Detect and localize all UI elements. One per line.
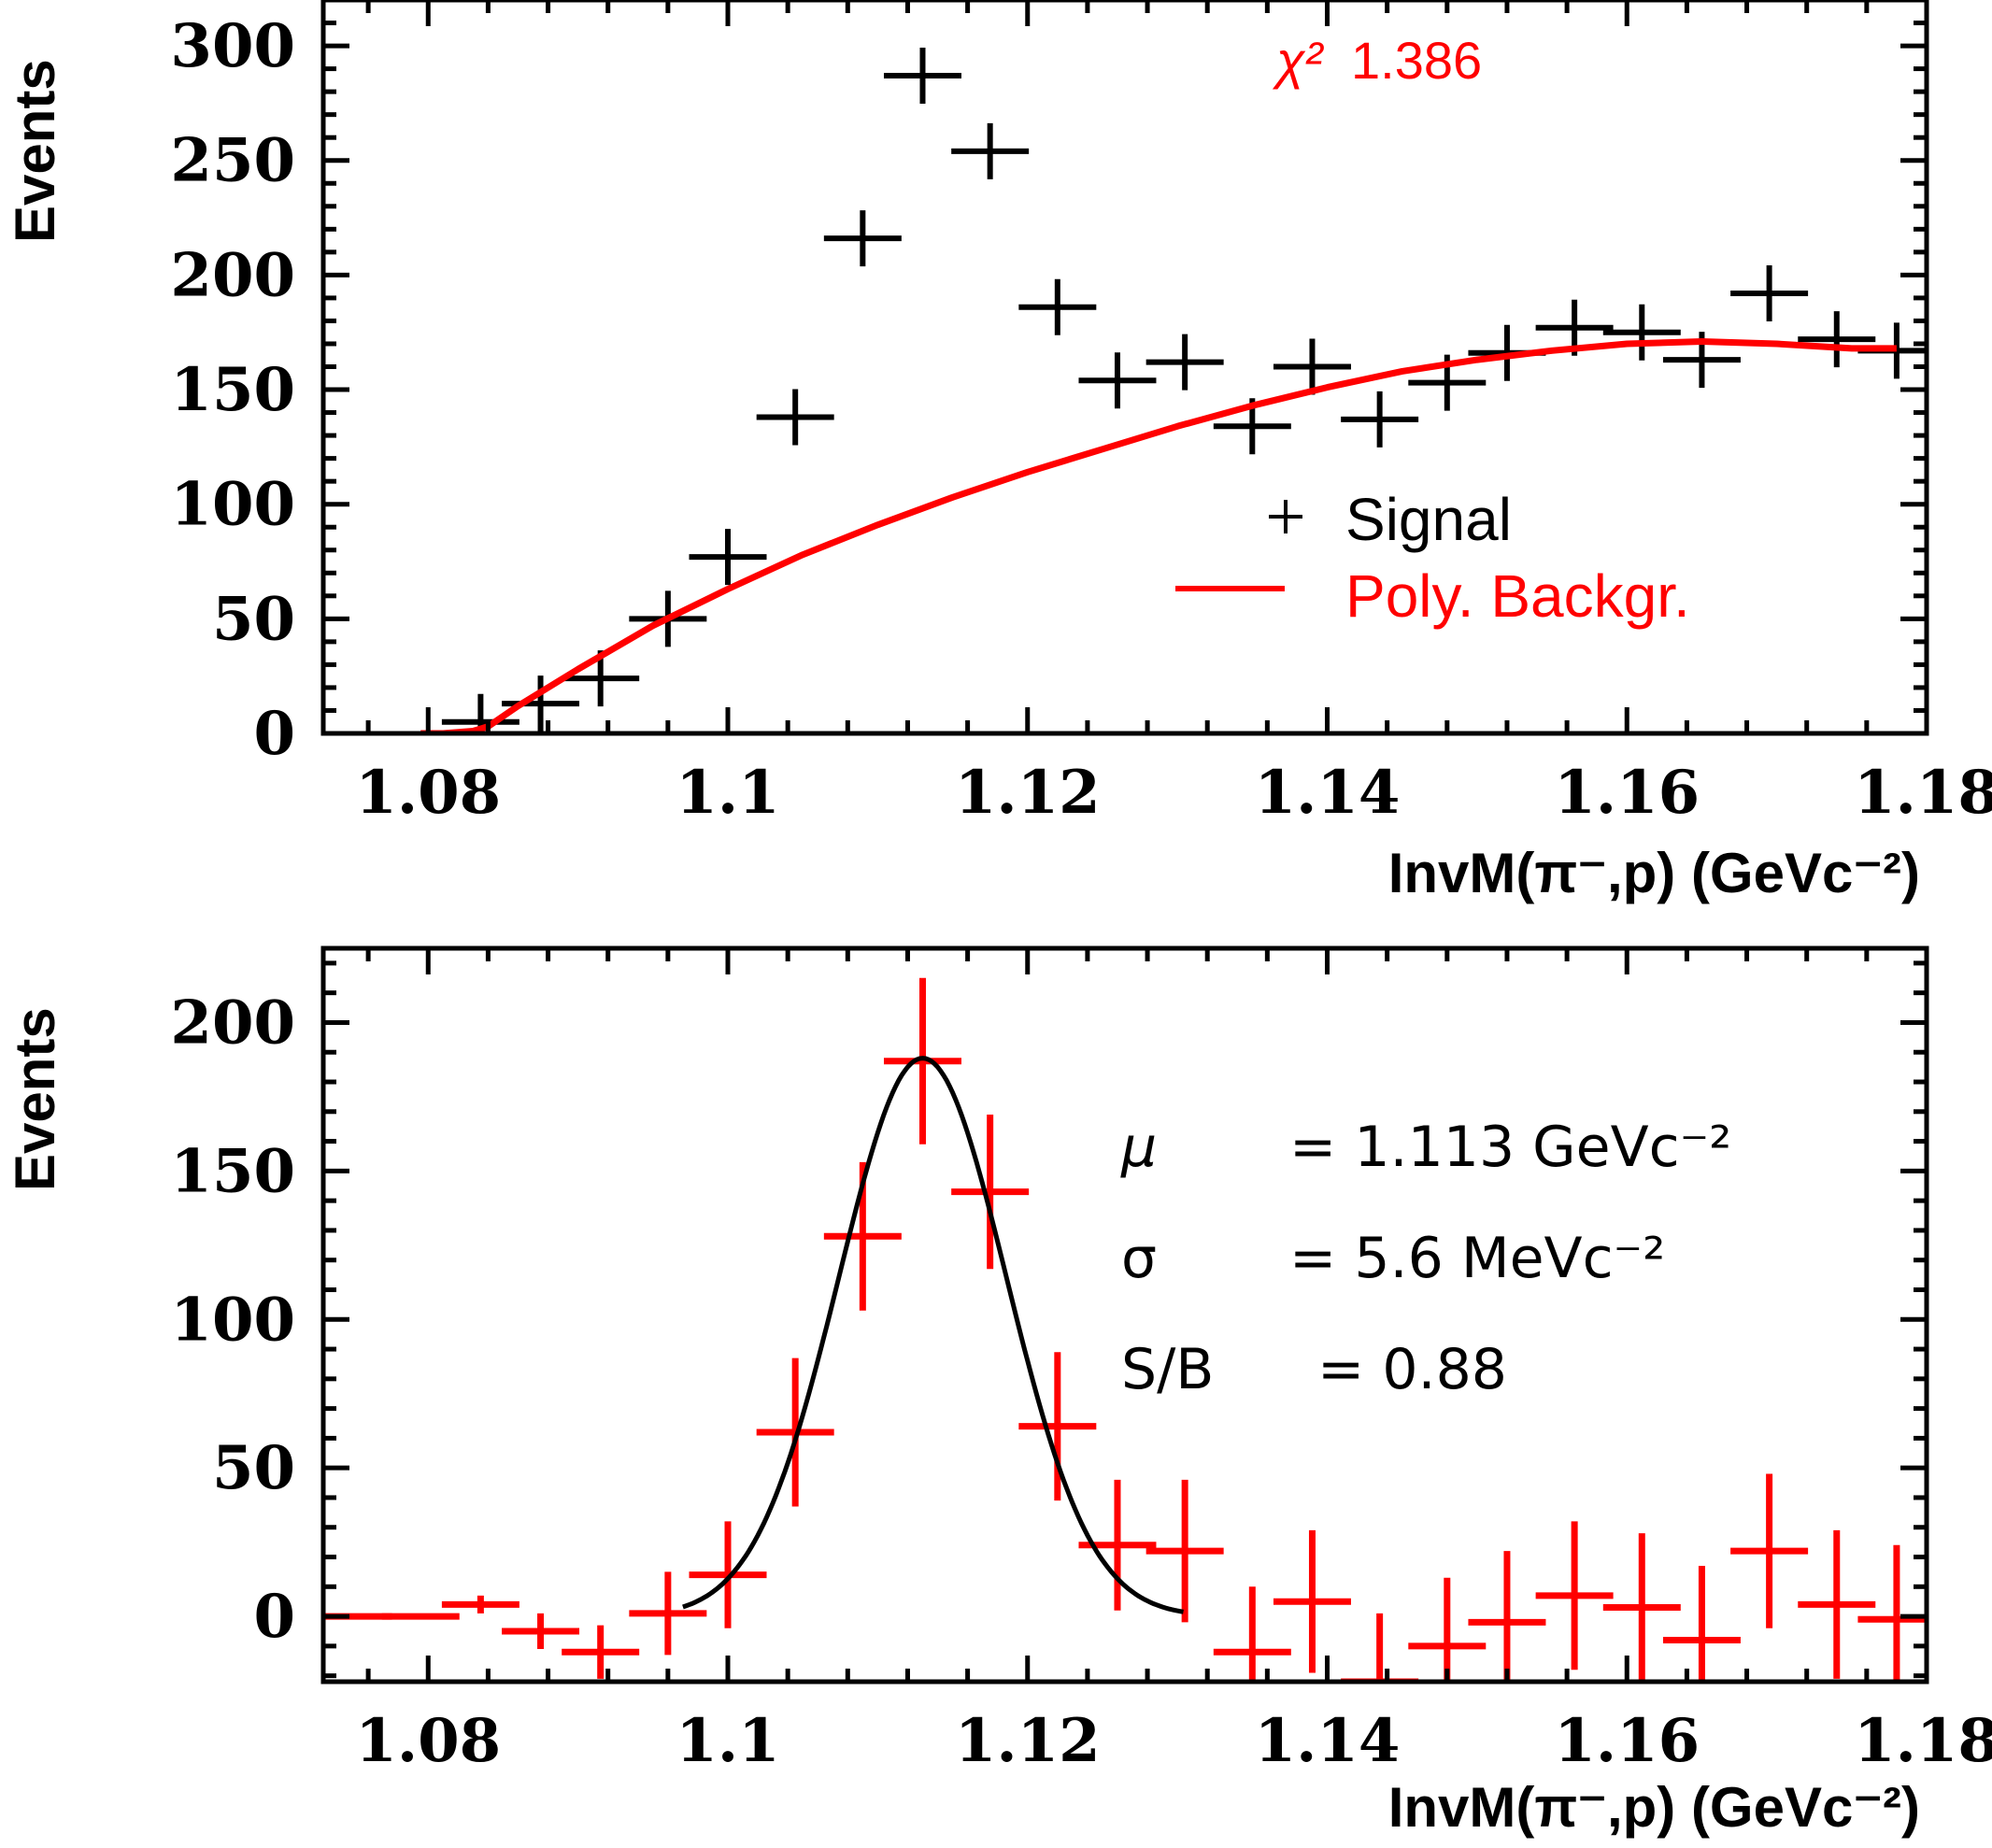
- subtracted-point: [1018, 1352, 1097, 1501]
- signal-point: [1730, 265, 1809, 321]
- top-y-tick-label: 150: [170, 355, 295, 425]
- top-y-tick-label: 0: [253, 699, 295, 769]
- subtracted-point: [1341, 1613, 1419, 1682]
- subtracted-point: [1213, 1586, 1291, 1682]
- annotation-sigma-value: = 5.6 MeVc⁻²: [1289, 1226, 1665, 1291]
- signal-point: [823, 210, 902, 267]
- signal-point: [1798, 311, 1876, 368]
- top-y-tick-label: 100: [170, 470, 295, 540]
- top-y-tick-label: 300: [170, 11, 295, 81]
- bottom-axis-ticks: 1.08 1.1 1.12 1.14 1.16 1.18 0 50 100 150 200: [170, 948, 1992, 1776]
- subtracted-point: [1602, 1533, 1681, 1682]
- legend-background-label: Poly. Backgr.: [1345, 562, 1690, 630]
- bottom-y-tick-label: 0: [253, 1582, 295, 1652]
- subtracted-point: [1273, 1529, 1351, 1673]
- top-axis-ticks: 1.08 1.1 1.12 1.14 1.16 1.18 0 50 100 150 200 250 30…: [170, 0, 1992, 828]
- chi2-symbol: χ²: [1272, 31, 1325, 90]
- chi2-value: 1.386: [1351, 31, 1482, 90]
- subtracted-point: [689, 1521, 767, 1628]
- bottom-y-tick-label: 200: [170, 988, 295, 1058]
- subtracted-point: [1662, 1566, 1741, 1682]
- fit-annotations: μ = 1.113 GeVc⁻² σ = 5.6 MeVc⁻² S/B = 0.…: [1120, 1115, 1731, 1402]
- signal-point: [1602, 304, 1681, 361]
- gaussian-fit-curve: [682, 1056, 1184, 1614]
- subtracted-point: [502, 1613, 580, 1650]
- bottom-x-tick-label: 1.12: [955, 1706, 1101, 1776]
- subtracted-point: [1408, 1577, 1487, 1682]
- top-panel: 1.08 1.1 1.12 1.14 1.16 1.18 0 50 100 150 200 250 30…: [4, 0, 1992, 904]
- top-x-tick-label: 1.08: [355, 758, 501, 828]
- bottom-panel: 1.08 1.1 1.12 1.14 1.16 1.18 0 50 100 150 200 Even…: [4, 945, 1992, 1839]
- annotation-mu-label: μ: [1120, 1115, 1157, 1180]
- signal-point: [1273, 338, 1351, 395]
- signal-point: [689, 529, 767, 586]
- bottom-series-group: [323, 977, 1927, 1682]
- top-x-tick-label: 1.14: [1255, 758, 1401, 828]
- bottom-x-tick-label: 1.1: [676, 1706, 779, 1776]
- signal-point: [883, 47, 961, 104]
- signal-point: [502, 675, 580, 732]
- bottom-y-tick-label: 100: [170, 1285, 295, 1355]
- bottom-y-tick-label: 50: [212, 1433, 295, 1503]
- annotation-sigma-label: σ: [1121, 1226, 1157, 1291]
- top-series-group: [420, 47, 1927, 733]
- top-y-axis-title: Events: [4, 59, 66, 243]
- annotation-sb-value: = 0.88: [1317, 1337, 1507, 1402]
- top-y-tick-label: 200: [170, 240, 295, 310]
- subtracted-point: [1730, 1473, 1809, 1628]
- legend: Signal Poly. Backgr.: [1175, 486, 1690, 630]
- subtracted-point: [562, 1625, 640, 1679]
- top-x-tick-label: 1.12: [955, 758, 1101, 828]
- signal-point: [1341, 391, 1419, 448]
- bottom-x-axis-title: InvM(π⁻,p) (GeVc⁻²): [1388, 1776, 1920, 1839]
- top-x-tick-label: 1.18: [1854, 758, 1992, 828]
- annotation-sb-label: S/B: [1121, 1337, 1214, 1402]
- bottom-y-axis-title: Events: [4, 1007, 66, 1191]
- signal-point: [756, 389, 834, 446]
- signal-point: [951, 122, 1030, 179]
- legend-signal-label: Signal: [1345, 486, 1512, 553]
- subtracted-point: [1798, 1529, 1876, 1679]
- signal-point: [1078, 352, 1157, 409]
- top-y-tick-label: 250: [170, 126, 295, 196]
- bottom-x-tick-label: 1.18: [1854, 1706, 1992, 1776]
- signal-point: [1145, 334, 1224, 391]
- subtracted-point: [951, 1114, 1030, 1270]
- annotation-mu-value: = 1.113 GeVc⁻²: [1289, 1115, 1731, 1180]
- top-plot-area: [420, 47, 1927, 733]
- bottom-plot-area: [323, 977, 1927, 1682]
- subtracted-point: [883, 977, 961, 1144]
- bottom-y-tick-label: 150: [170, 1136, 295, 1206]
- top-x-axis-title: InvM(π⁻,p) (GeVc⁻²): [1388, 842, 1920, 904]
- bottom-x-tick-label: 1.14: [1255, 1706, 1401, 1776]
- top-y-tick-label: 50: [212, 584, 295, 654]
- background-fit-curve: [420, 338, 1897, 733]
- subtracted-point: [441, 1595, 519, 1613]
- top-x-tick-label: 1.16: [1554, 758, 1700, 828]
- bottom-x-tick-label: 1.16: [1554, 1706, 1700, 1776]
- signal-point: [1018, 278, 1097, 335]
- subtracted-point: [1145, 1479, 1224, 1623]
- signal-point: [441, 693, 519, 733]
- bottom-frame: [320, 945, 1929, 1685]
- subtracted-point: [1535, 1521, 1614, 1670]
- top-x-tick-label: 1.1: [676, 758, 779, 828]
- subtracted-point: [629, 1571, 707, 1656]
- subtracted-point: [1857, 1544, 1927, 1682]
- bottom-x-tick-label: 1.08: [355, 1706, 501, 1776]
